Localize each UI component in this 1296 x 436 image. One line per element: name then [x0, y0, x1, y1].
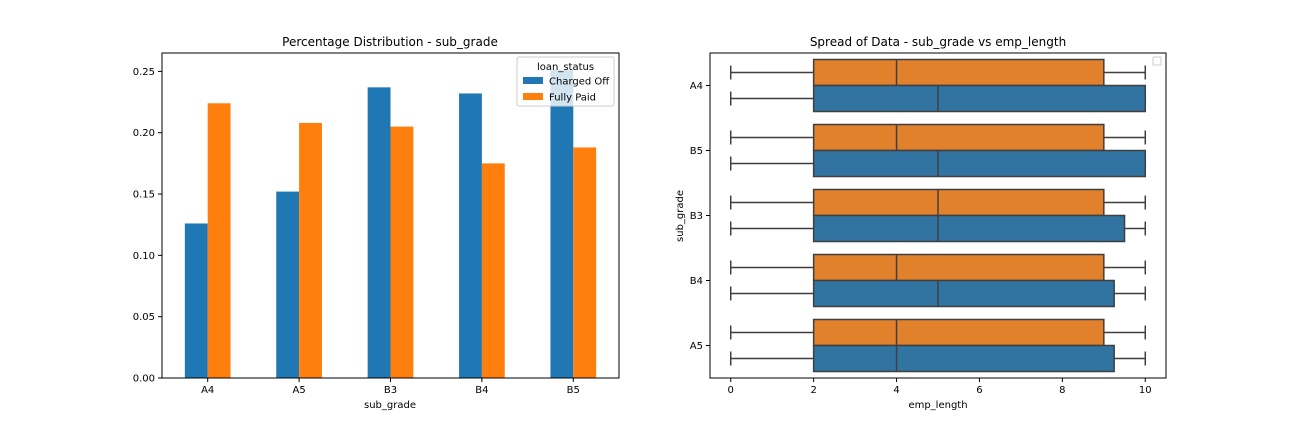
y-tick-label-A5: A5 — [690, 341, 703, 352]
bar-fully-paid-B4 — [481, 163, 505, 378]
box-plot-empty-legend — [1152, 56, 1162, 66]
y-tick-label-5: 0.25 — [133, 67, 155, 78]
box-plot-boxes — [729, 58, 1147, 373]
box-A4-1 — [812, 84, 1147, 113]
box-B3-0 — [812, 188, 1105, 217]
box-B3-1 — [812, 214, 1126, 243]
x-tick-label-A5: A5 — [292, 385, 305, 396]
x-tick-label-5: 10 — [1139, 385, 1152, 396]
box-plot-axes: A4 B5 B3 B4 A5 0 2 4 6 8 10 — [690, 52, 1167, 396]
bar-chart-axes: A4 A5 B3 B4 B5 0.00 0.05 0.10 0.15 0.20 0.25 — [133, 52, 620, 396]
x-tick-label-B4: B4 — [475, 385, 488, 396]
bar-charged-off-B4 — [459, 93, 482, 379]
bar-fully-paid-A5 — [299, 122, 322, 378]
y-tick-label-B4: B4 — [690, 276, 703, 287]
box-A5-1 — [812, 344, 1115, 373]
x-tick-label-B5: B5 — [567, 385, 580, 396]
box-plot-y-axis-label: sub_grade — [675, 190, 686, 242]
x-tick-label-3: 6 — [976, 385, 982, 396]
legend-label-0: Charged Off — [549, 77, 610, 88]
y-tick-label-1: 0.05 — [133, 312, 155, 323]
bar-charged-off-A4 — [184, 223, 208, 378]
box-B4-1 — [812, 279, 1115, 308]
box-B5-0 — [812, 123, 1105, 152]
legend-title: loan_status — [537, 62, 594, 73]
x-tick-label-1: 2 — [810, 385, 816, 396]
bar-chart-x-axis-label: sub_grade — [364, 400, 416, 411]
box-A4-0 — [812, 58, 1105, 87]
x-tick-label-4: 8 — [1059, 385, 1065, 396]
box-B4-0 — [812, 253, 1105, 282]
box-B5-1 — [812, 149, 1147, 178]
bar-chart-title: Percentage Distribution - sub_grade — [282, 35, 498, 49]
box-plot-x-axis-label: emp_length — [908, 400, 967, 411]
bar-charged-off-A5 — [276, 191, 300, 378]
y-tick-label-3: 0.15 — [133, 190, 155, 201]
y-tick-label-2: 0.10 — [133, 251, 155, 262]
y-tick-label-A4: A4 — [690, 81, 703, 92]
bar-charged-off-B5 — [550, 70, 574, 379]
bar-fully-paid-B3 — [390, 126, 414, 379]
legend-swatch-1 — [523, 93, 543, 100]
bar-fully-paid-A4 — [207, 103, 231, 378]
y-tick-label-B3: B3 — [690, 211, 703, 222]
box-plot-chart: Spread of Data - sub_grade vs emp_length… — [675, 35, 1167, 411]
x-tick-label-0: 0 — [728, 385, 734, 396]
legend-swatch-0 — [523, 77, 543, 84]
y-tick-label-0: 0.00 — [133, 374, 155, 385]
bar-chart-legend: loan_status Charged Off Fully Paid — [516, 56, 615, 107]
bar-charged-off-B3 — [367, 87, 391, 378]
bar-chart-bars — [184, 70, 597, 379]
x-tick-label-B3: B3 — [384, 385, 397, 396]
legend-label-1: Fully Paid — [549, 93, 596, 104]
box-plot-plot-frame — [709, 52, 1167, 379]
y-tick-label-B5: B5 — [690, 146, 703, 157]
x-tick-label-A4: A4 — [201, 385, 214, 396]
box-plot-title: Spread of Data - sub_grade vs emp_length — [810, 35, 1066, 49]
box-A5-0 — [812, 318, 1105, 347]
y-tick-label-4: 0.20 — [133, 128, 155, 139]
bar-fully-paid-B5 — [573, 147, 597, 378]
bar-chart: Percentage Distribution - sub_grade A4 A5… — [133, 35, 620, 411]
x-tick-label-2: 4 — [893, 385, 899, 396]
